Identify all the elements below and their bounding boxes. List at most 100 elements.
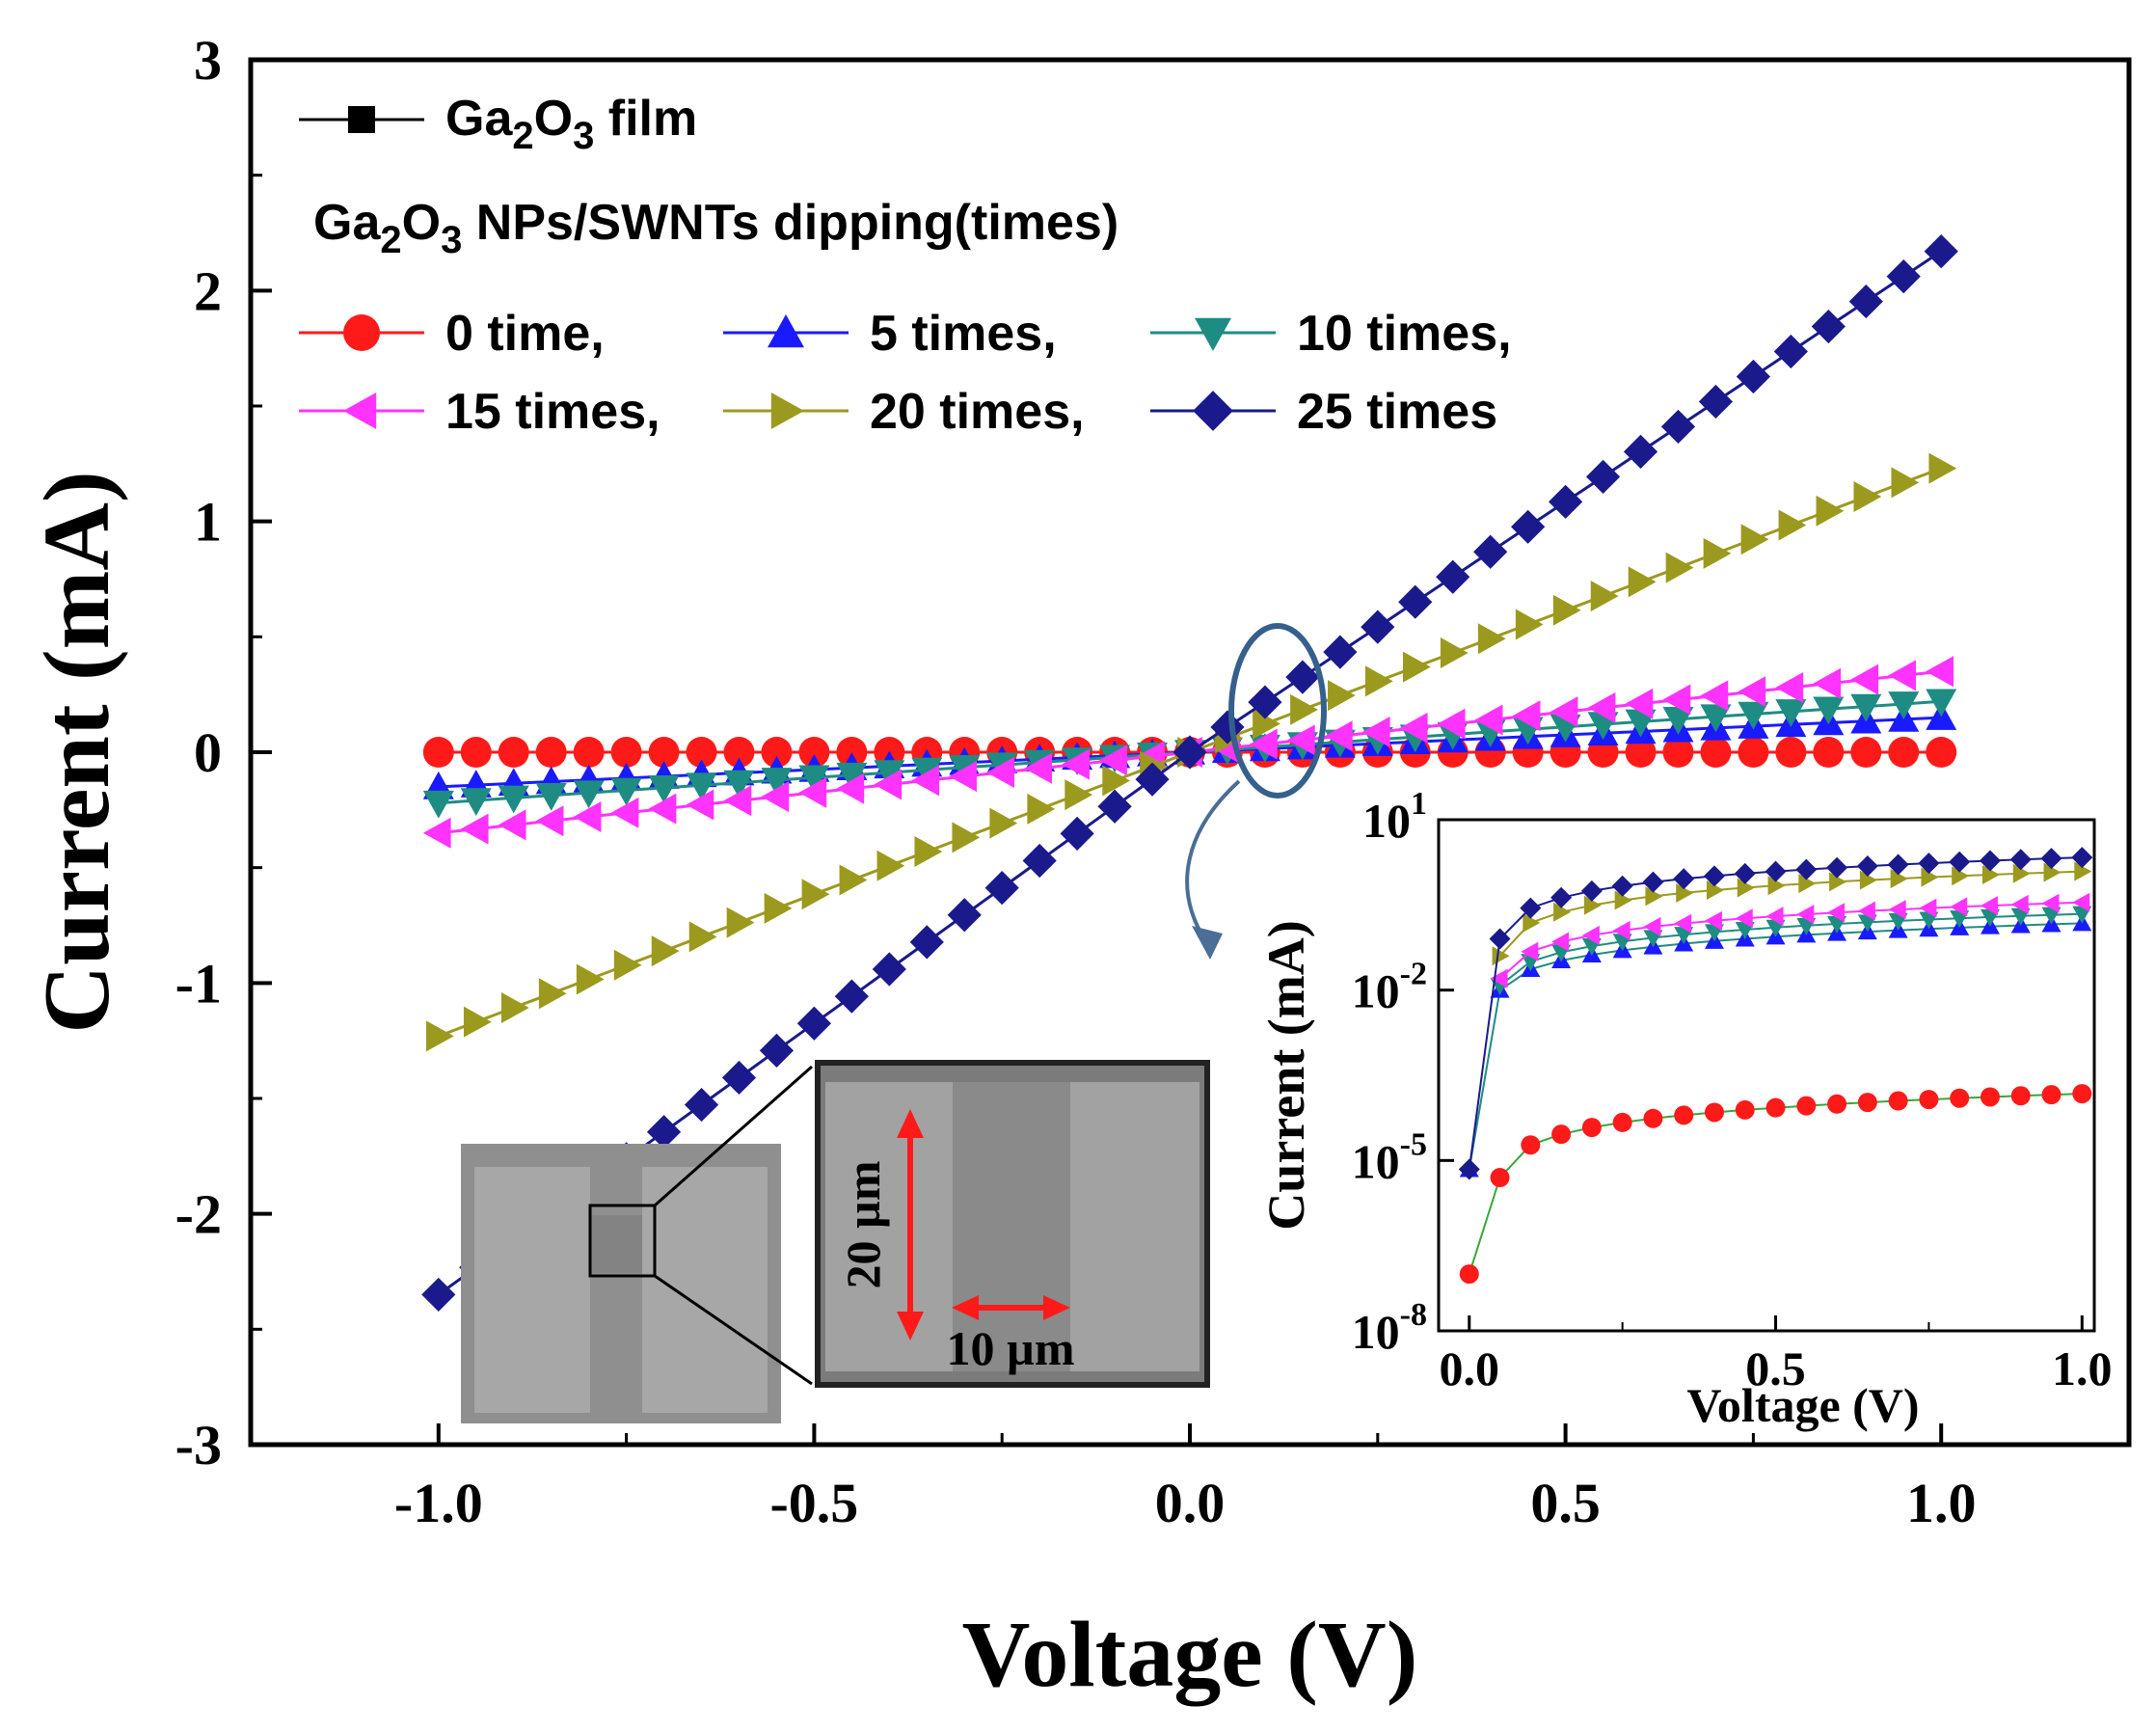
data-point (1436, 559, 1470, 594)
log-scale-inset: 0.0 0.5 1.0 101 10-2 10-5 10-8 Voltage (V) Cur… (1250, 786, 2113, 1432)
inset-data-point (1981, 864, 2000, 884)
scale-label-horizontal: 10 µm (947, 1321, 1075, 1375)
data-point (834, 979, 869, 1014)
data-point (761, 737, 793, 768)
inset-data-point (1796, 1096, 1817, 1116)
data-point (1738, 676, 1766, 708)
inset-data-point (2072, 1084, 2092, 1104)
scale-arrow-horizontal-head-left (952, 1295, 979, 1320)
data-point (986, 756, 1014, 788)
inset-data-point (1523, 912, 1541, 933)
y-tick-label: -1 (175, 952, 222, 1015)
data-point (1062, 748, 1090, 780)
inset-data-point (2041, 907, 2062, 925)
inset-data-point (1796, 905, 1815, 925)
inset-data-point (1614, 890, 1632, 910)
data-point (1285, 660, 1320, 694)
data-point (422, 737, 454, 768)
data-point (1623, 434, 1658, 469)
y-tick-label: -2 (175, 1183, 222, 1246)
data-point (1853, 481, 1882, 513)
data-point (1437, 708, 1466, 740)
data-point (1512, 700, 1541, 732)
x-axis-title: Voltage (V) (962, 1603, 1418, 1707)
data-point (1290, 693, 1318, 725)
data-point (535, 805, 564, 837)
inset-data-point (1827, 903, 1846, 923)
legend-label: 25 times (1297, 384, 1497, 440)
inset-data-point (1551, 1124, 1572, 1145)
legend-marker (1195, 317, 1231, 351)
inset-data-point (1704, 1102, 1724, 1123)
data-point (1549, 484, 1583, 519)
legend-entry: 5 times, (723, 306, 1057, 362)
inset-x-tick-label: 1.0 (2052, 1341, 2113, 1395)
inset-data-point (2010, 1086, 2031, 1106)
legend-label: 5 times, (870, 306, 1057, 362)
data-point (796, 1006, 831, 1041)
legend-entry: 0 time, (299, 306, 605, 362)
inset-data-point (1521, 941, 1539, 961)
data-point (1323, 635, 1358, 669)
inset-data-point (1674, 913, 1692, 934)
y-tick-label: 3 (194, 29, 222, 92)
inset-data-point (1890, 869, 1908, 889)
data-point (1850, 663, 1879, 695)
data-point (1700, 680, 1729, 712)
data-point (1440, 636, 1469, 668)
log-inset-x-title: Voltage (V) (1686, 1378, 1919, 1432)
inset-data-point (1643, 1108, 1663, 1128)
data-point (1060, 816, 1094, 851)
legend-series-entries: 0 time, 5 times, 10 times, 15 times, 20 time… (299, 306, 1512, 440)
inset-data-point (1888, 900, 1906, 920)
data-point (723, 785, 752, 817)
data-point (421, 1277, 456, 1313)
legend-marker (770, 393, 804, 429)
data-point (535, 782, 567, 811)
scale-arrow-vertical-head-bottom (897, 1312, 924, 1340)
data-point (422, 817, 451, 849)
data-point (460, 813, 489, 845)
sem-zoom-channel (953, 1082, 1070, 1371)
legend-marker (1193, 391, 1233, 431)
inset-data-point (1765, 1097, 1786, 1118)
data-point (874, 769, 903, 800)
data-point (1515, 609, 1544, 640)
inset-y-tick-label: 10-8 (1352, 1297, 1427, 1359)
data-point (1365, 665, 1393, 697)
inset-data-point (2009, 849, 2032, 871)
inset-data-point (1673, 868, 1695, 890)
inset-data-point (1645, 886, 1663, 907)
inset-data-point (1950, 897, 1968, 917)
inset-data-point (1950, 1088, 1970, 1108)
main-plot-frame (248, 57, 2132, 1448)
data-point (872, 952, 906, 987)
data-point (839, 864, 868, 896)
data-point (648, 737, 680, 768)
main-tick-labels: -1.0 -0.5 0.0 0.5 1.0 -3 -2 -1 0 1 2 3 (175, 29, 1977, 1534)
data-point (573, 780, 605, 809)
data-point (1590, 581, 1619, 612)
data-point (1253, 708, 1280, 740)
data-point (460, 737, 492, 768)
data-point (1813, 737, 1845, 768)
inset-data-point (1980, 896, 1998, 916)
series-25-times (421, 234, 1958, 1313)
inset-data-point (1550, 886, 1573, 908)
data-point (1928, 452, 1957, 484)
inset-data-point (1827, 1094, 1847, 1114)
inset-data-point (1734, 862, 1756, 884)
data-point (949, 761, 978, 793)
inset-data-point (1551, 932, 1570, 952)
data-point (613, 949, 642, 981)
inset-data-point (1737, 878, 1755, 898)
inset-data-point (2010, 894, 2029, 914)
inset-data-point (2071, 847, 2093, 869)
data-point (1662, 737, 1694, 768)
data-point (1402, 651, 1431, 683)
data-point (1811, 309, 1846, 344)
inset-data-point (2074, 861, 2092, 881)
inset-y-tick-label: 10-2 (1352, 957, 1427, 1018)
data-point (911, 765, 940, 797)
data-point (1738, 701, 1769, 730)
